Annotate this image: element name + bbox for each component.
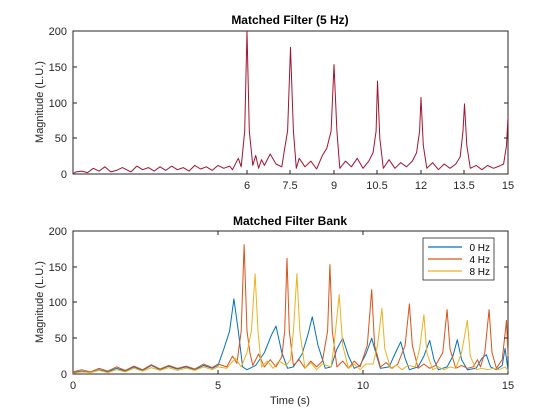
top-xtick-label: 13.5 [453, 180, 474, 192]
top-xtick-label: 7.5 [282, 180, 297, 192]
top-yticks: 0 50 100 150 200 [49, 26, 508, 181]
bottom-xtick-label: 10 [357, 380, 369, 392]
bottom-xtick-label: 15 [502, 380, 514, 392]
bottom-series-line-4hz [72, 244, 509, 373]
top-xtick-label: 10.5 [366, 180, 387, 192]
legend: 0 Hz 4 Hz 8 Hz [422, 237, 495, 281]
bottom-title: Matched Filter Bank [233, 214, 347, 228]
top-series-group [72, 30, 509, 175]
bottom-xlabel: Time (s) [270, 395, 310, 407]
top-ytick-label: 100 [49, 98, 67, 110]
bottom-ylabel: Magnitude (L.U.) [34, 261, 46, 343]
bottom-yticks: 0 50 100 150 200 [49, 226, 508, 381]
top-series-line-0 [72, 30, 509, 175]
bottom-ytick-label: 150 [49, 262, 67, 274]
top-ylabel: Magnitude (L.U.) [34, 61, 46, 143]
bottom-series-group [72, 244, 509, 374]
top-ytick-label: 0 [61, 169, 67, 181]
top-axes: Matched Filter (5 Hz) Magnitude (L.U.) 0… [34, 13, 514, 192]
top-title: Matched Filter (5 Hz) [231, 13, 348, 27]
bottom-ytick-label: 200 [49, 226, 67, 238]
bottom-series-line-8hz [72, 273, 509, 374]
top-xtick-label: 15 [502, 180, 514, 192]
top-xtick-label: 6 [244, 180, 250, 192]
bottom-xtick-label: 0 [70, 380, 76, 392]
top-ytick-label: 50 [55, 133, 67, 145]
bottom-xtick-label: 5 [215, 380, 221, 392]
bottom-ytick-label: 100 [49, 297, 67, 309]
bottom-series-line-0hz [72, 298, 509, 374]
legend-label-4hz: 4 Hz [469, 255, 490, 266]
top-ytick-label: 200 [49, 26, 67, 38]
top-xtick-label: 9 [331, 180, 337, 192]
bottom-ytick-label: 50 [55, 333, 67, 345]
legend-label-0hz: 0 Hz [469, 243, 490, 254]
top-xticks: 6 7.5 9 10.5 12 13.5 15 [244, 170, 514, 192]
legend-label-8hz: 8 Hz [469, 267, 490, 278]
bottom-axes: Matched Filter Bank Magnitude (L.U.) Tim… [34, 214, 514, 407]
top-ytick-label: 150 [49, 62, 67, 74]
bottom-ytick-label: 0 [61, 369, 67, 381]
top-xtick-label: 12 [415, 180, 427, 192]
bottom-xticks: 0 5 10 15 [70, 231, 514, 392]
